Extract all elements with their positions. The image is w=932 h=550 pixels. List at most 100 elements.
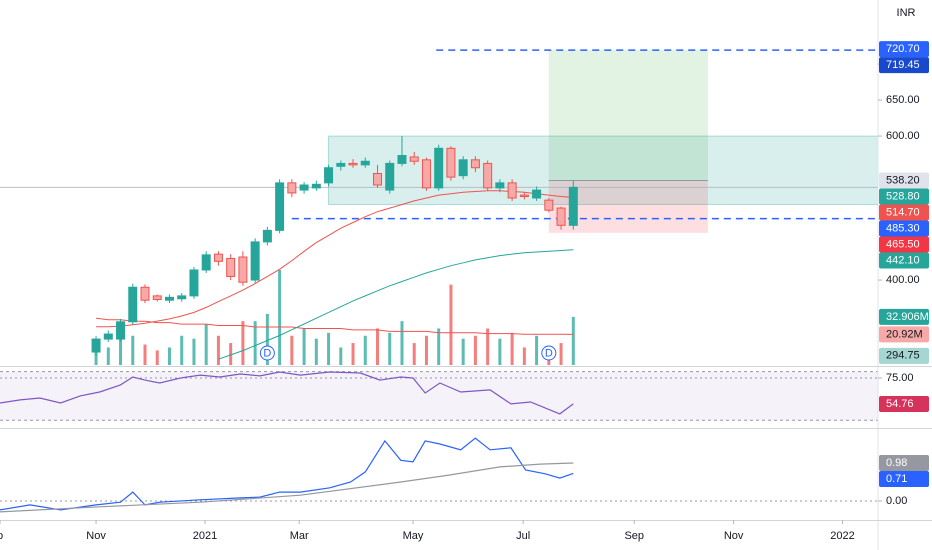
event-label: D [263,347,271,359]
volume-bar [510,332,514,365]
x-tick-label: Sep [624,530,644,542]
candle-body [483,162,493,189]
event-label: D [545,347,553,359]
candle-body [336,162,346,167]
volume-bar [314,338,318,365]
y-tick-label: 600.00 [886,130,920,142]
price-label: 514.70 [886,206,920,218]
price-label-tag [879,57,929,74]
candle-body [275,182,285,231]
x-tick-label: 2021 [193,530,217,542]
candle-body [128,286,138,323]
volume-bar [265,313,269,365]
price-label-tag [879,454,929,471]
price-label-tag [879,204,929,221]
volume-bar [535,335,539,365]
price-label: 485.30 [886,222,920,234]
range-box [328,135,878,205]
price-label: 465.50 [886,238,920,250]
volume-bar [278,270,282,365]
volume-bar [559,343,563,365]
price-label-tag [879,188,929,205]
volume-bar [351,343,355,365]
x-tick-label: Jul [516,530,530,542]
x-tick-label: Nov [86,530,106,542]
volume-bar [143,344,147,365]
y-tick-label: 650.00 [886,94,920,106]
candle-body [250,241,260,281]
candle-body [287,182,297,194]
volume-bar [363,335,367,365]
volume-bar [498,338,502,365]
volume-bar [302,328,306,365]
candle-body [348,162,358,166]
event-marker [541,345,557,361]
price-label-tag [879,220,929,237]
indicator-line [0,462,574,513]
price-label: 0.98 [886,457,907,469]
price-label: 528.80 [886,190,920,202]
volume-bar [400,321,404,365]
event-marker [259,345,275,361]
volume-bar [449,284,453,365]
price-label: 20.92M [886,328,923,340]
rsi-band [0,371,878,421]
price-label-tag [879,470,929,487]
volume-bar [571,316,575,365]
price-label: 32.906M [886,311,929,323]
candle-body [519,194,529,198]
candle-body [311,183,321,189]
candle-body [164,296,174,301]
volume-bar [461,338,465,365]
y-tick-label: 0.00 [886,495,907,507]
indicator-line [0,437,574,511]
price-label: 54.76 [886,398,914,410]
candle-body [91,338,101,353]
price-label: 294.75 [886,350,920,362]
volume-bar [167,347,171,365]
candle-body [103,333,113,340]
candle-body [507,182,517,199]
volume-ma-line [96,317,574,335]
candle-body [177,295,187,300]
volume-bar [473,335,477,365]
x-tick-label: 2022 [830,530,854,542]
candle-body [397,155,407,164]
candle-body [226,257,236,277]
price-label-tag [879,172,929,189]
candle-body [213,253,223,262]
volume-bar [155,350,159,365]
y-tick-label: 75.00 [886,372,914,384]
price-label-tag [879,395,929,412]
currency: INR [897,7,916,19]
volume-bar [204,324,208,365]
candle-body [262,229,272,243]
candle-body [238,256,248,283]
position-target [548,50,708,181]
candle-body [544,199,554,211]
y-tick-label: 400.00 [886,274,920,286]
volume-bar [180,335,184,365]
candle-body [434,147,444,189]
candle-body [116,321,126,340]
volume-bar [412,343,416,365]
candle-body [152,295,162,300]
candle-body [532,189,542,199]
volume-bar [229,343,233,365]
price-label-tag [879,41,929,58]
x-tick-label: May [403,530,424,542]
candle-body [373,173,383,186]
price-label-tag [879,347,929,364]
price-label: 442.10 [886,254,920,266]
volume-bar [241,321,245,365]
candle-body [324,167,334,184]
candle-body [495,182,505,189]
candle-body [140,286,150,301]
volume-bar [119,328,123,365]
price-label: 719.45 [886,59,920,71]
price-label-tag [879,236,929,253]
volume-bar [339,347,343,365]
moving-average-line [218,249,574,360]
